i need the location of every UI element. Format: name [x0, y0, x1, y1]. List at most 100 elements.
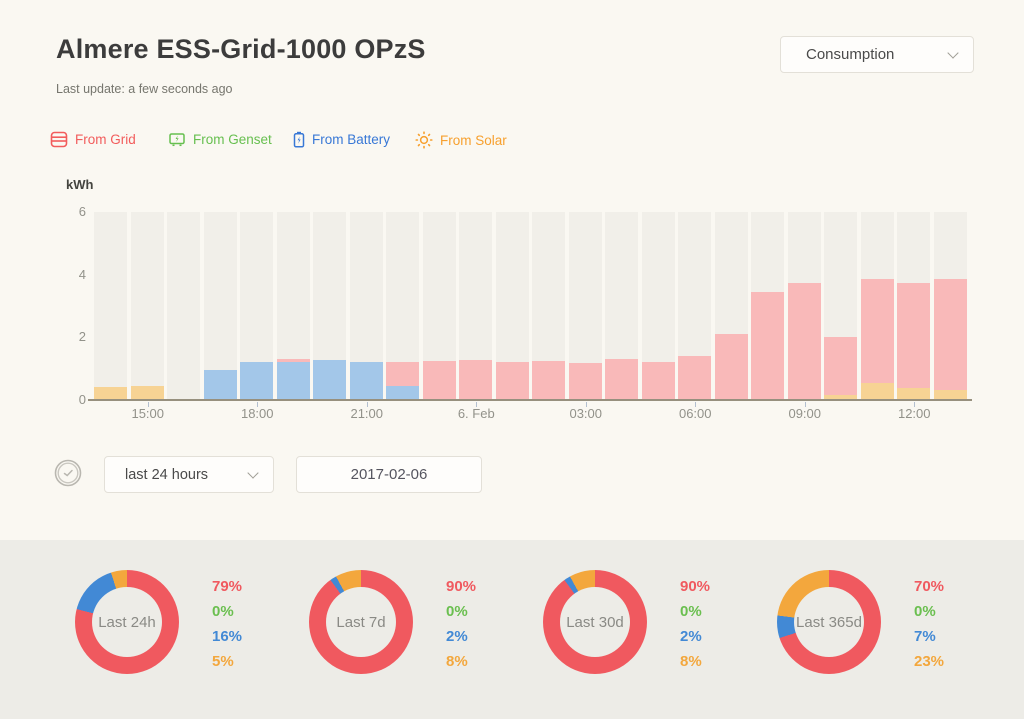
- bar-segment-battery[interactable]: [349, 361, 383, 400]
- donut-chart-last-365d[interactable]: Last 365d: [777, 570, 881, 674]
- bar-segment-battery[interactable]: [313, 360, 346, 400]
- donut-percent-battery: 2%: [446, 628, 468, 645]
- bar-segment-battery[interactable]: [276, 362, 310, 400]
- donut-center: Last 24h: [92, 587, 162, 657]
- view-selector-value: Consumption: [806, 46, 895, 63]
- chart-column-band: [203, 212, 237, 400]
- x-axis-tick-label: 21:00: [350, 406, 384, 421]
- bar-segment-solar[interactable]: [824, 395, 857, 400]
- view-selector-dropdown[interactable]: Consumption: [780, 36, 974, 73]
- y-axis-labels: 0 2 4 6: [56, 204, 86, 407]
- legend-item-from-grid[interactable]: From Grid: [50, 131, 136, 148]
- bar-segment-grid[interactable]: [860, 279, 894, 383]
- donut-percent-solar: 8%: [446, 653, 468, 670]
- time-range-dropdown[interactable]: last 24 hours: [104, 456, 274, 493]
- bar-segment-battery[interactable]: [386, 385, 419, 400]
- chevron-down-icon: [947, 46, 959, 59]
- donut-chart-last-24h[interactable]: Last 24h: [75, 570, 179, 674]
- y-axis-tick-label: 2: [78, 329, 86, 345]
- donut-center: Last 30d: [560, 587, 630, 657]
- x-axis-line: [88, 399, 972, 401]
- donut-percent-battery: 16%: [212, 628, 243, 645]
- x-axis-tick-label: 09:00: [788, 406, 822, 421]
- legend-label: From Solar: [440, 132, 507, 148]
- donut-label: Last 24h: [98, 613, 156, 631]
- donut-chart-last-7d[interactable]: Last 7d: [309, 570, 413, 674]
- donut-center: Last 7d: [326, 587, 396, 657]
- x-axis-tick-label: 18:00: [240, 406, 274, 421]
- bar-segment-grid[interactable]: [678, 356, 711, 400]
- x-axis-tick: [914, 402, 916, 407]
- x-axis-tick: [585, 402, 587, 407]
- bar-segment-grid[interactable]: [422, 360, 456, 400]
- donut-percent-grid: 90%: [446, 578, 477, 595]
- x-axis-tick: [476, 402, 478, 407]
- donut-chart-last-30d[interactable]: Last 30d: [543, 570, 647, 674]
- battery-icon: [293, 131, 305, 148]
- bar-segment-battery[interactable]: [240, 361, 273, 400]
- time-range-value: last 24 hours: [125, 466, 209, 483]
- last-update-text: Last update: a few seconds ago: [56, 82, 233, 96]
- bar-segment-grid[interactable]: [714, 334, 748, 400]
- bar-segment-grid[interactable]: [532, 361, 565, 400]
- legend-item-from-solar[interactable]: From Solar: [415, 131, 507, 149]
- clock-icon: [54, 459, 82, 492]
- donut-percent-solar: 23%: [914, 653, 945, 670]
- summary-donut-panel: Last 24h 79% 0% 16% 5% Last 7d 90% 0% 2% 8% Last 3…: [0, 540, 1024, 719]
- legend-item-from-genset[interactable]: From Genset: [168, 131, 272, 148]
- date-value: 2017-02-06: [350, 466, 428, 483]
- bar-segment-grid[interactable]: [751, 291, 784, 400]
- bar-segment-grid[interactable]: [641, 361, 675, 400]
- legend-label: From Battery: [312, 132, 391, 147]
- bar-segment-grid[interactable]: [495, 361, 529, 400]
- chart-column-band: [94, 212, 127, 400]
- donut-percent-genset: 0%: [680, 603, 702, 620]
- genset-icon: [168, 131, 186, 148]
- donut-percent-grid: 90%: [680, 578, 711, 595]
- page-title: Almere ESS-Grid-1000 OPzS: [56, 34, 426, 64]
- bar-segment-solar[interactable]: [897, 388, 930, 400]
- donut-center: Last 365d: [794, 587, 864, 657]
- y-axis-tick-label: 0: [78, 392, 86, 407]
- x-axis-tick: [804, 402, 806, 407]
- y-axis-tick-label: 4: [78, 266, 86, 282]
- x-axis-tick: [695, 402, 697, 407]
- y-axis-unit-label: kWh: [66, 177, 94, 192]
- bar-segment-grid[interactable]: [897, 282, 930, 389]
- donut-label: Last 30d: [566, 613, 624, 631]
- bar-segment-grid[interactable]: [605, 359, 638, 400]
- donut-label: Last 365d: [796, 613, 862, 631]
- chart-column-band: [167, 212, 200, 400]
- bar-chart-plot-area: [93, 212, 969, 400]
- bar-segment-solar[interactable]: [130, 385, 164, 400]
- donut-percent-genset: 0%: [212, 603, 234, 620]
- bar-segment-grid[interactable]: [933, 278, 967, 390]
- bar-segment-solar[interactable]: [933, 389, 967, 400]
- bar-segment-grid[interactable]: [568, 362, 602, 400]
- bar-segment-grid[interactable]: [276, 358, 310, 363]
- x-axis-tick-label: 12:00: [897, 406, 931, 421]
- legend-item-from-battery[interactable]: From Battery: [293, 131, 390, 148]
- bar-segment-battery[interactable]: [203, 369, 237, 400]
- grid-icon: [50, 131, 68, 148]
- bar-segment-solar[interactable]: [860, 382, 894, 400]
- chart-column-band: [130, 212, 164, 400]
- legend-label: From Genset: [193, 132, 272, 147]
- sun-icon: [415, 131, 433, 149]
- bar-segment-grid[interactable]: [386, 362, 419, 386]
- donut-percent-grid: 79%: [212, 578, 243, 595]
- donut-percent-grid: 70%: [914, 578, 945, 595]
- bar-segment-solar[interactable]: [94, 386, 127, 400]
- donut-percent-battery: 2%: [680, 628, 702, 645]
- x-axis-tick: [147, 402, 149, 407]
- donut-percent-solar: 8%: [680, 653, 702, 670]
- x-axis-tick-label: 03:00: [569, 406, 603, 421]
- bar-segment-grid[interactable]: [459, 359, 492, 400]
- date-picker-input[interactable]: 2017-02-06: [296, 456, 482, 493]
- bar-segment-grid[interactable]: [824, 337, 857, 396]
- donut-percent-genset: 0%: [914, 603, 936, 620]
- bar-segment-grid[interactable]: [787, 282, 821, 400]
- donut-percent-solar: 5%: [212, 653, 234, 670]
- legend-label: From Grid: [75, 132, 136, 147]
